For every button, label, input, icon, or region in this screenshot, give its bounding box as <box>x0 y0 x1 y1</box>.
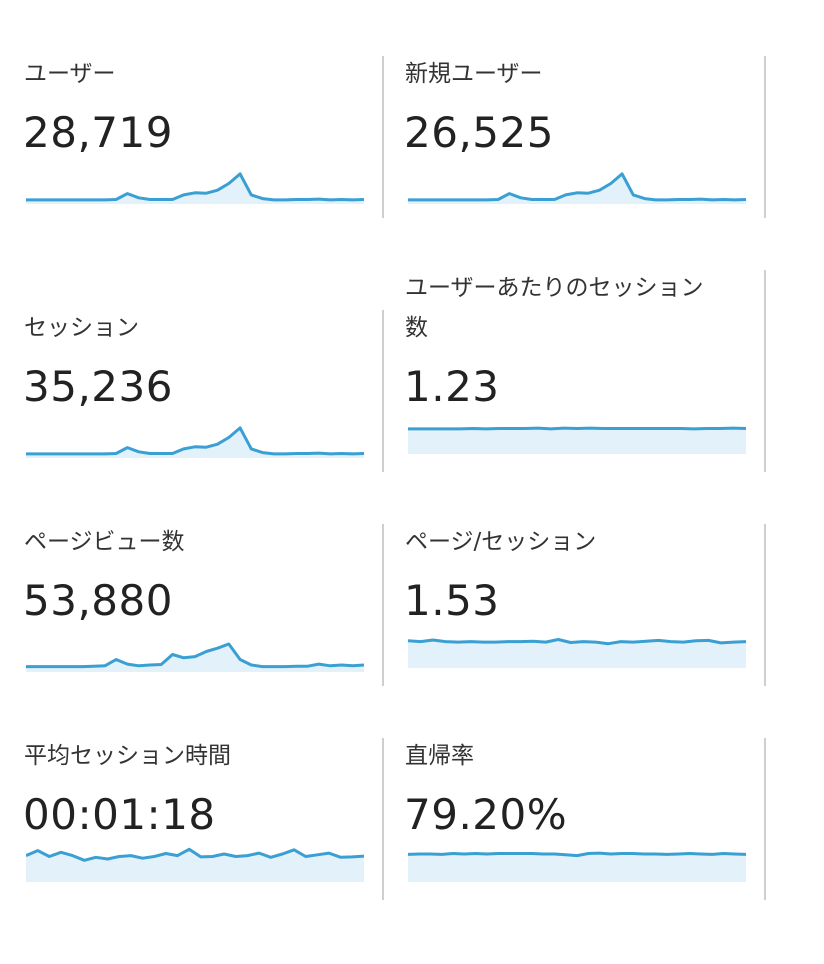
metric-tile-sessions-per-user[interactable]: ユーザーあたりのセッション 数 1.23 <box>384 268 764 472</box>
sparkline-line <box>408 851 746 858</box>
metric-tile-pages-per-session[interactable]: ページ/セッション 1.53 <box>384 506 764 686</box>
sparkline-chart <box>408 172 746 204</box>
sparkline-line <box>408 172 746 202</box>
metric-tile-avg-session-duration[interactable]: 平均セッション時間 00:01:18 <box>0 720 382 900</box>
metric-value: 79.20% <box>404 790 568 839</box>
metric-value: 1.23 <box>404 362 500 411</box>
sparkline-line <box>26 426 364 456</box>
metric-value: 26,525 <box>404 108 554 157</box>
column-divider <box>764 56 766 218</box>
metric-tile-new-users[interactable]: 新規ユーザー 26,525 <box>384 40 764 220</box>
sparkline-line <box>408 426 746 431</box>
metric-tile-sessions[interactable]: セッション 35,236 <box>0 292 382 472</box>
sparkline-area <box>408 428 746 454</box>
metric-label: セッション <box>24 315 139 341</box>
metric-value: 35,236 <box>23 362 173 411</box>
metric-value: 53,880 <box>23 576 173 625</box>
column-divider <box>764 524 766 686</box>
sparkline-chart <box>26 426 364 458</box>
metric-label: 新規ユーザー <box>405 61 543 87</box>
sparkline-area <box>408 853 746 882</box>
sparkline-line <box>26 642 364 669</box>
metric-tile-pageviews[interactable]: ページビュー数 53,880 <box>0 506 382 686</box>
metric-value: 1.53 <box>404 576 500 625</box>
sparkline-line <box>26 172 364 202</box>
metric-label: 平均セッション時間 <box>24 743 231 769</box>
metric-label: ユーザー <box>24 61 116 87</box>
metric-label: ページビュー数 <box>24 529 185 555</box>
metric-tile-users[interactable]: ユーザー 28,719 <box>0 40 382 220</box>
metric-value: 00:01:18 <box>23 790 216 839</box>
metric-label-line-2: 数 <box>405 315 428 341</box>
sparkline-chart <box>26 642 364 672</box>
column-divider <box>382 56 384 218</box>
sparkline-line <box>408 638 746 646</box>
sparkline-area <box>26 849 364 882</box>
metric-tile-bounce-rate[interactable]: 直帰率 79.20% <box>384 720 764 900</box>
metric-label: 直帰率 <box>405 743 474 769</box>
metric-label-line-1: ユーザーあたりのセッション <box>405 275 704 301</box>
sparkline-chart <box>408 851 746 882</box>
sparkline-chart <box>26 172 364 204</box>
sparkline-chart <box>408 426 746 454</box>
metric-label: ページ/セッション <box>405 529 597 555</box>
sparkline-line <box>26 847 364 862</box>
sparkline-area <box>408 639 746 668</box>
column-divider <box>382 310 384 472</box>
sparkline-chart <box>408 638 746 668</box>
column-divider <box>382 738 384 900</box>
column-divider <box>382 524 384 686</box>
metric-value: 28,719 <box>23 108 173 157</box>
column-divider <box>764 270 766 472</box>
sparkline-chart <box>26 847 364 882</box>
column-divider <box>764 738 766 900</box>
